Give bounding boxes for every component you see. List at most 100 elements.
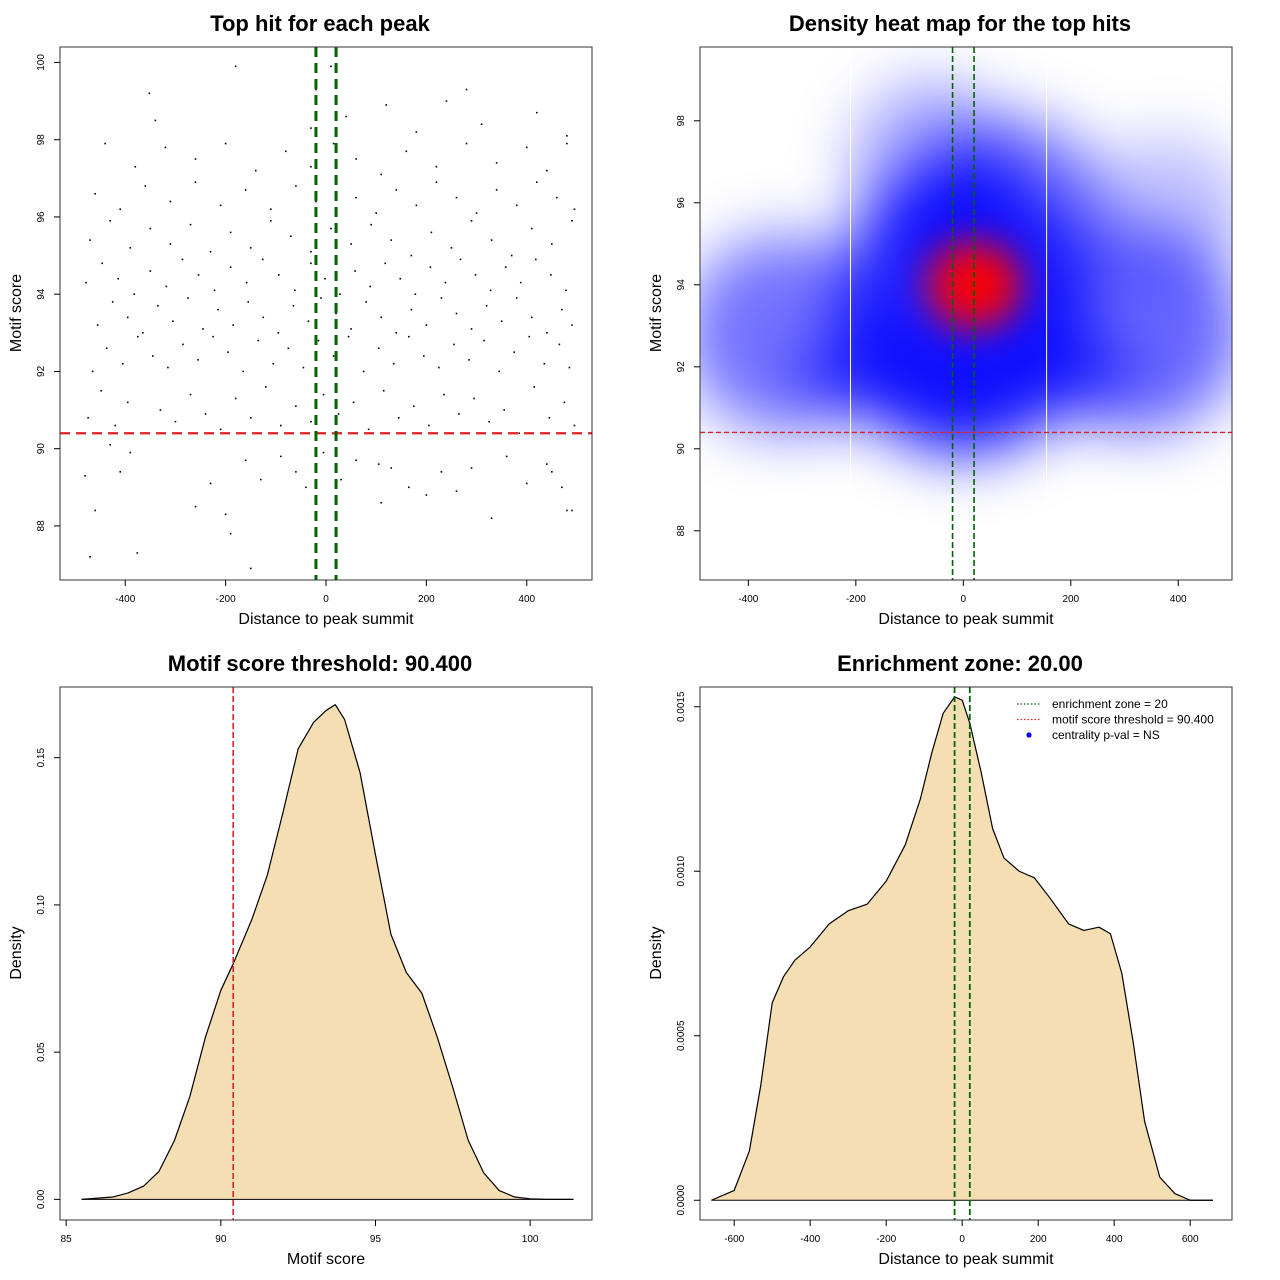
data-point: [470, 467, 473, 469]
data-point: [149, 227, 152, 230]
data-point: [224, 513, 227, 516]
data-point: [249, 247, 252, 249]
data-point: [310, 250, 312, 253]
data-point: [455, 490, 458, 492]
data-point: [187, 297, 189, 299]
data-point: [169, 243, 172, 245]
data-point: [332, 142, 335, 145]
data-point: [548, 416, 551, 419]
data-point: [169, 200, 172, 203]
data-point: [152, 355, 154, 357]
data-point: [234, 397, 237, 400]
data-point: [272, 362, 275, 365]
data-point: [310, 165, 312, 168]
data-point: [121, 362, 124, 365]
data-point: [459, 258, 462, 261]
data-point: [355, 158, 357, 160]
data-point: [519, 281, 522, 284]
x-tick-label: 90: [215, 1234, 227, 1245]
x-tick-label: 0: [323, 594, 329, 605]
data-point: [474, 274, 477, 276]
heatmap-field: [700, 47, 1232, 580]
data-point: [94, 192, 96, 195]
data-point: [209, 250, 212, 253]
data-point: [295, 405, 297, 407]
data-point: [109, 444, 111, 446]
data-point: [408, 486, 410, 489]
data-point: [330, 227, 332, 230]
data-point: [573, 424, 576, 427]
data-point: [390, 467, 393, 469]
data-point: [367, 428, 370, 431]
x-tick-label: -400: [800, 1234, 820, 1245]
data-point: [189, 393, 192, 396]
legend-label: centrality p-val = NS: [1052, 728, 1160, 742]
data-point: [154, 119, 157, 122]
x-tick-label: -400: [738, 594, 758, 605]
data-point: [513, 351, 516, 353]
data-point: [219, 428, 222, 431]
data-point: [535, 111, 538, 114]
scatter-plot: -400 -200 0 200 400 88 90 92 94 96 98 100: [36, 46, 593, 605]
x-tick-label: 600: [1182, 1234, 1199, 1245]
data-point: [96, 324, 99, 326]
data-point: [377, 463, 380, 465]
data-point: [571, 509, 573, 512]
data-point: [468, 359, 470, 361]
data-point: [534, 258, 537, 261]
data-point: [563, 401, 566, 404]
data-point: [295, 185, 297, 187]
data-point: [435, 181, 438, 183]
data-point: [85, 281, 87, 284]
data-point: [194, 158, 197, 160]
data-point: [525, 146, 528, 149]
data-point: [197, 359, 199, 361]
chart-title: Enrichment zone: 20.00: [837, 651, 1083, 676]
data-point: [510, 254, 513, 257]
data-point: [443, 393, 445, 396]
data-point: [428, 424, 430, 427]
data-point: [550, 274, 552, 276]
data-point: [126, 316, 129, 319]
data-point: [385, 104, 388, 106]
data-point: [384, 262, 387, 265]
plot-frame: [699, 46, 1233, 581]
data-point: [197, 274, 200, 276]
data-point: [310, 420, 312, 423]
axes: -400 -200 0 200 400 88 90 92 94 96 98: [676, 115, 1187, 605]
data-point: [410, 254, 413, 257]
data-point: [219, 204, 222, 207]
y-tick-label: 0.00: [36, 1189, 47, 1209]
data-point: [566, 142, 568, 145]
data-point: [167, 366, 169, 369]
data-point: [129, 247, 132, 249]
data-point: [287, 347, 290, 350]
chart-title: Motif score threshold: 90.400: [167, 651, 473, 676]
data-point: [285, 150, 287, 153]
data-point: [244, 459, 247, 462]
y-tick-label: 0.0010: [676, 856, 687, 887]
data-point: [280, 424, 282, 427]
data-point: [172, 320, 174, 323]
x-tick-label: 100: [522, 1234, 539, 1245]
data-point: [551, 471, 553, 473]
data-point: [352, 401, 355, 404]
heatmap-plot: -400 -200 0 200 400 88 90 92 94 96 98: [676, 46, 1233, 605]
y-tick-label: 0.0015: [676, 691, 687, 722]
data-point: [320, 297, 322, 299]
data-point: [264, 386, 267, 388]
data-point: [573, 208, 576, 211]
data-point: [425, 324, 428, 326]
data-point: [533, 386, 536, 388]
data-point: [530, 227, 533, 230]
data-point: [571, 324, 573, 326]
data-point: [292, 304, 295, 307]
data-point: [488, 420, 490, 423]
data-point: [335, 312, 337, 315]
data-point: [355, 459, 357, 462]
data-point: [94, 509, 96, 512]
data-point: [453, 343, 455, 346]
data-point: [423, 355, 425, 357]
data-point: [382, 389, 385, 392]
data-point: [375, 212, 377, 214]
